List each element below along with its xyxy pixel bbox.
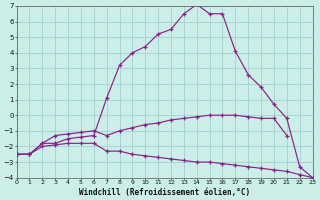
X-axis label: Windchill (Refroidissement éolien,°C): Windchill (Refroidissement éolien,°C) [79, 188, 250, 197]
